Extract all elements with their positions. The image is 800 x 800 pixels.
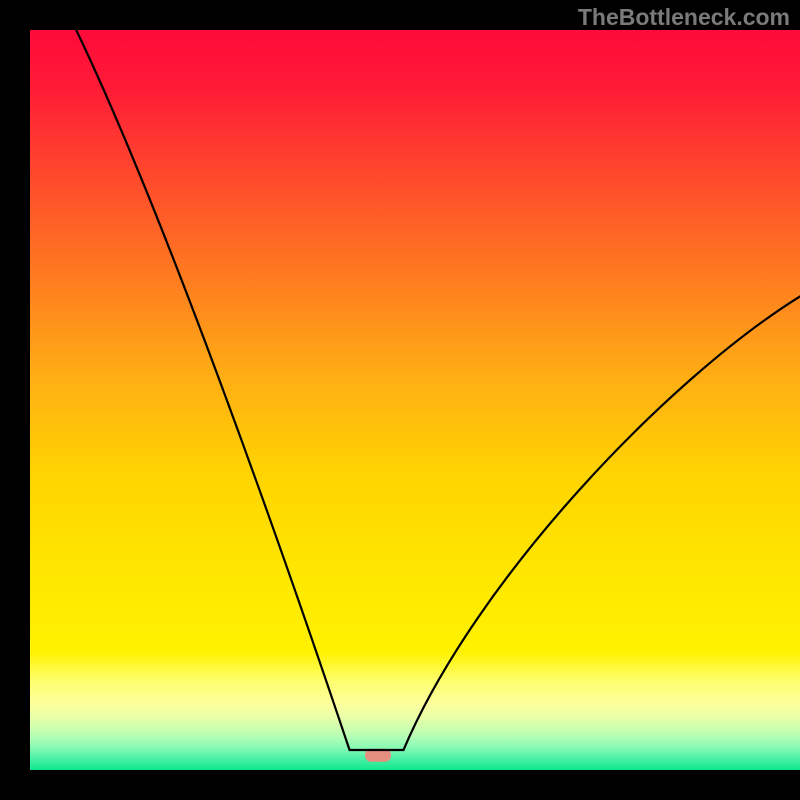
plot-background bbox=[30, 30, 800, 770]
watermark-text: TheBottleneck.com bbox=[578, 4, 790, 30]
bottleneck-chart: TheBottleneck.com bbox=[0, 0, 800, 800]
